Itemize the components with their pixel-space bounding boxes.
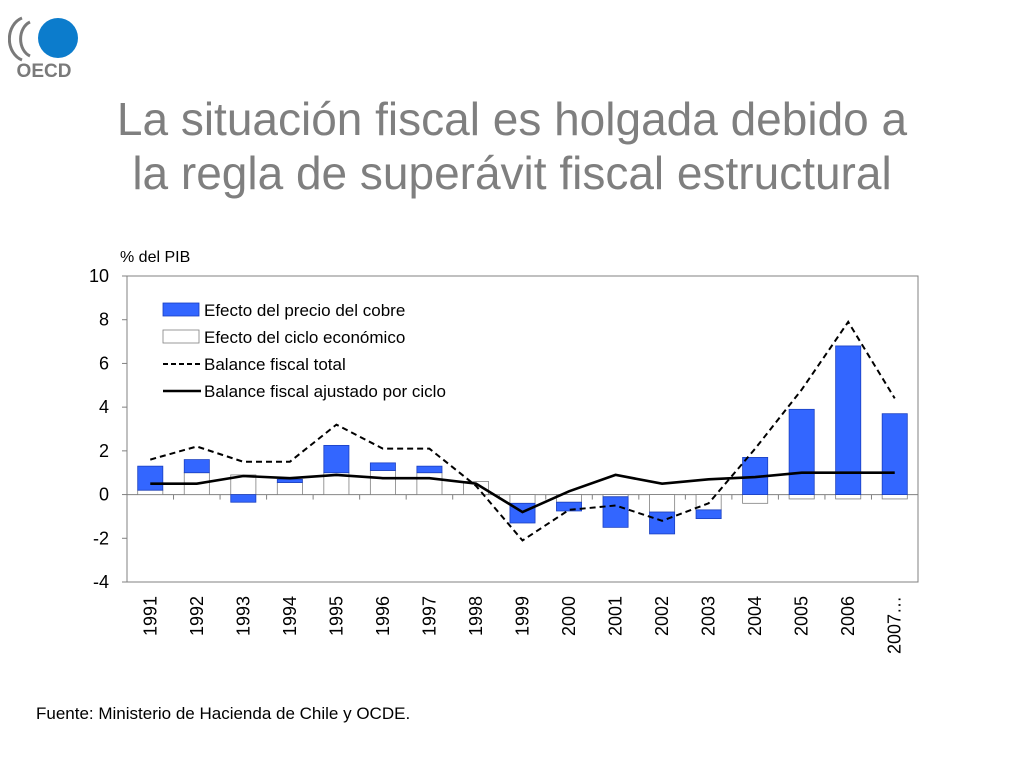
copper-effect-bar xyxy=(881,413,908,495)
copper-effect-bar xyxy=(276,478,303,483)
x-tick-label: 1991 xyxy=(140,596,160,636)
x-tick-label: 1992 xyxy=(187,596,207,636)
copper-effect-bar xyxy=(369,462,396,471)
source-note: Fuente: Ministerio de Hacienda de Chile … xyxy=(36,704,411,723)
legend-label: Balance fiscal total xyxy=(204,355,346,374)
cyclically-adjusted-balance-line xyxy=(150,471,895,514)
legend-label: Efecto del precio del cobre xyxy=(204,301,405,320)
cycle-effect-bar xyxy=(742,494,769,504)
oecd-logo-circle xyxy=(38,18,78,58)
y-tick-label: 2 xyxy=(99,441,109,461)
y-axis-unit-label: % del PIB xyxy=(120,249,190,266)
x-tick-label: 2000 xyxy=(559,596,579,636)
y-tick-label: 4 xyxy=(99,397,109,417)
y-tick-label: 0 xyxy=(99,485,109,505)
fiscal-balance-chart: % del PIB -4 -2 0 2 4 6 8 10 1991 1992 1993 1994 1995… xyxy=(89,249,919,654)
cycle-effect-bar xyxy=(369,470,396,495)
copper-effect-bar xyxy=(602,496,629,528)
slide-title: La situación fiscal es holgada debido a … xyxy=(0,92,1024,200)
x-tick-label: 1997 xyxy=(419,596,439,636)
legend-copper-swatch xyxy=(162,302,200,317)
cycle-effect-bar xyxy=(835,494,862,500)
legend-label: Efecto del ciclo económico xyxy=(204,328,405,347)
x-tick-label: 1999 xyxy=(513,596,533,636)
x-tick-label: 1995 xyxy=(326,596,346,636)
legend-label: Balance fiscal ajustado por ciclo xyxy=(204,382,446,401)
y-tick-label: -2 xyxy=(93,528,109,548)
oecd-logo-text: OECD xyxy=(17,61,72,80)
x-tick-label: 2001 xyxy=(606,596,626,636)
cycle-effect-bar xyxy=(881,494,908,500)
x-tick-label: 2003 xyxy=(699,596,719,636)
copper-effect-bar xyxy=(835,345,862,495)
copper-effect-bar xyxy=(137,465,164,491)
copper-effect-bar xyxy=(183,459,210,474)
total-balance-line xyxy=(149,320,896,542)
copper-effect-bar xyxy=(695,509,722,520)
x-tick-label: 2005 xyxy=(792,596,812,636)
copper-effect-bar xyxy=(416,465,443,474)
oecd-logo-arc-outer xyxy=(8,16,23,62)
y-tick-label: 8 xyxy=(99,310,109,330)
cycle-effect-bar xyxy=(463,481,489,495)
cycle-effect-bar xyxy=(788,494,815,500)
y-tick-label: 6 xyxy=(99,353,109,373)
oecd-logo: OECD xyxy=(8,16,78,80)
copper-effect-bar xyxy=(230,494,257,503)
x-tick-label: 2002 xyxy=(652,596,672,636)
slide-title-line-2: la regla de superávit fiscal estructural xyxy=(132,147,892,199)
plot-area-frame xyxy=(126,275,919,583)
x-tick-label: 1994 xyxy=(280,596,300,636)
copper-effect-bar xyxy=(323,444,350,474)
slide-title-line-1: La situación fiscal es holgada debido a xyxy=(116,93,908,145)
y-tick-label: 10 xyxy=(89,266,109,286)
x-tick-label: 1993 xyxy=(233,596,253,636)
y-tick-label: -4 xyxy=(93,572,109,592)
cycle-effect-bar xyxy=(649,494,676,513)
cycle-effect-bar xyxy=(137,489,164,495)
cycle-effect-bar xyxy=(276,482,303,495)
x-tick-label: 1998 xyxy=(466,596,486,636)
x-tick-label: 2006 xyxy=(838,596,858,636)
cycle-effect-bar xyxy=(509,494,536,504)
oecd-logo-arc-inner xyxy=(19,20,31,58)
copper-effect-bar xyxy=(649,511,676,535)
cycle-effect-bar xyxy=(416,472,443,495)
copper-effect-bar xyxy=(788,408,815,495)
copper-effect-bar xyxy=(556,501,582,512)
x-tick-label: 2007… xyxy=(885,596,905,654)
x-tick-label: 1996 xyxy=(373,596,393,636)
legend-cycle-swatch xyxy=(162,329,200,344)
x-tick-label: 2004 xyxy=(745,596,765,636)
